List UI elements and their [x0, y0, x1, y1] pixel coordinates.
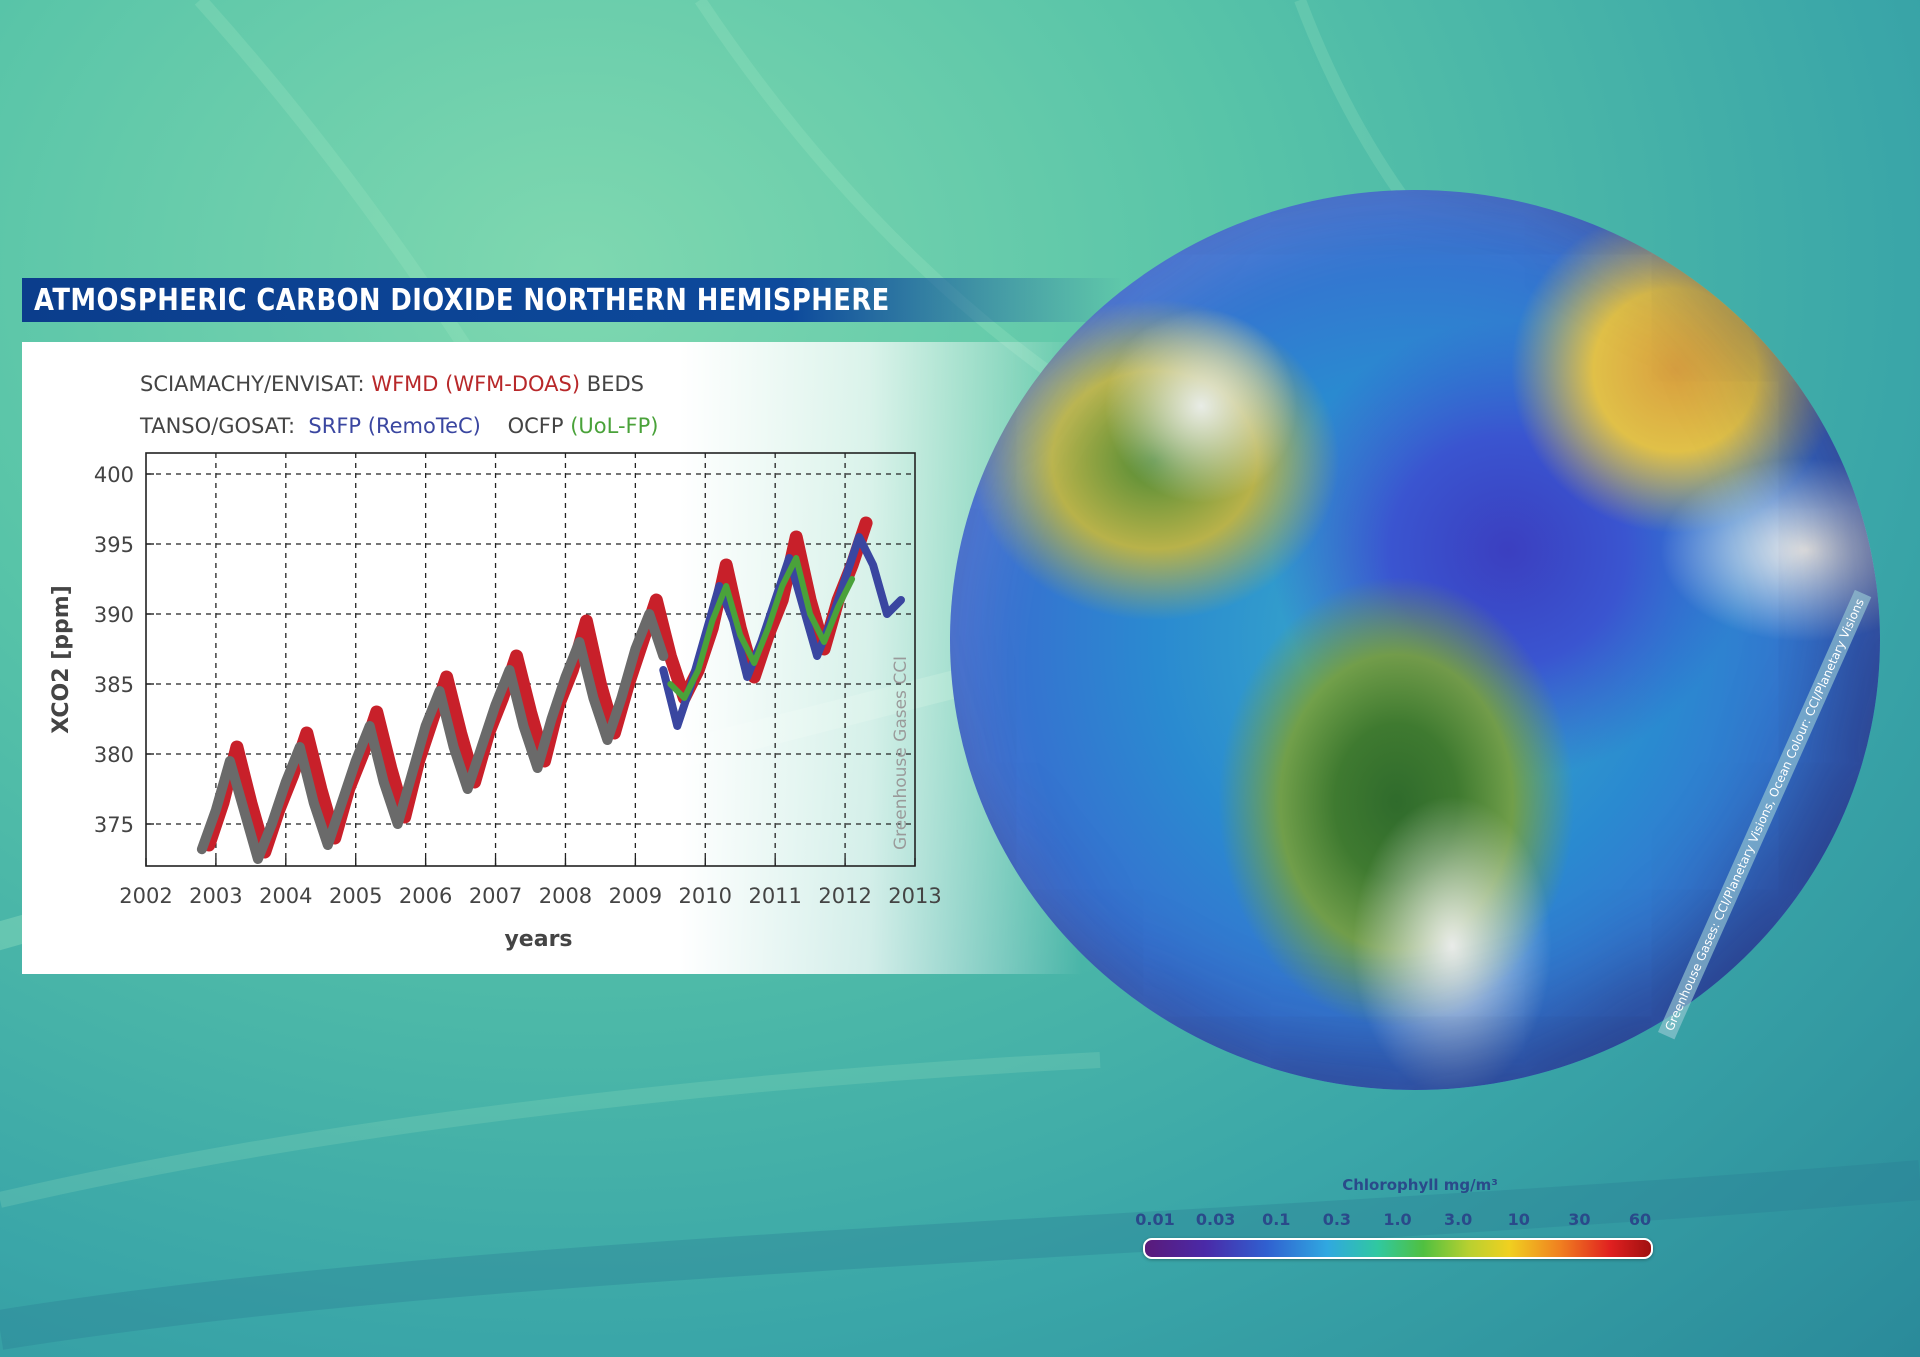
colorbar-tick-label: 0.1 — [1262, 1210, 1291, 1229]
y-tick-label: 375 — [94, 813, 134, 837]
series-line — [202, 516, 873, 859]
colorbar-tick-label: 30 — [1568, 1210, 1591, 1229]
colorbar-tick-label: 3.0 — [1443, 1210, 1473, 1229]
x-tick-label: 2010 — [679, 884, 732, 908]
colorbar-tick-label: 10 — [1507, 1210, 1530, 1229]
chart-title: ATMOSPHERIC CARBON DIOXIDE NORTHERN HEMI… — [34, 283, 890, 318]
y-tick-label: 385 — [94, 673, 134, 697]
y-tick-label: 380 — [94, 743, 134, 767]
legend-wfmd: WFMD (WFM-DOAS) — [371, 372, 581, 396]
legend-srfp: SRFP (RemoTeC) — [308, 414, 481, 438]
colorbar-tick-label: 0.3 — [1322, 1210, 1352, 1229]
x-tick-label: 2012 — [818, 884, 871, 908]
x-tick-label: 2008 — [539, 884, 592, 908]
instrument-tanso: TANSO/GOSAT: — [140, 414, 296, 438]
title-bar — [22, 278, 1122, 322]
y-axis-label: XCO2 [ppm] — [49, 585, 74, 734]
x-tick-label: 2004 — [259, 884, 312, 908]
colorbar-tick-label: 1.0 — [1383, 1210, 1412, 1229]
x-tick-label: 2007 — [469, 884, 522, 908]
series-line — [659, 533, 905, 730]
x-tick-label: 2005 — [329, 884, 382, 908]
x-tick-label: 2003 — [189, 884, 242, 908]
colorbar — [1143, 1238, 1653, 1259]
colorbar-tick-label: 0.01 — [1135, 1210, 1175, 1229]
x-axis-label: years — [504, 927, 572, 952]
series-line — [196, 609, 669, 864]
chart-watermark: Greenhouse Gases CCI — [891, 655, 911, 850]
colorbar-tick-label: 0.03 — [1195, 1210, 1236, 1229]
x-tick-label: 2009 — [609, 884, 662, 908]
y-tick-label: 390 — [94, 603, 134, 627]
legend-ocfp-prefix: OCFP — [507, 414, 564, 438]
x-tick-label: 2013 — [888, 884, 941, 908]
x-tick-label: 2006 — [399, 884, 452, 908]
x-tick-label: 2011 — [748, 884, 801, 908]
x-tick-label: 2002 — [119, 884, 172, 908]
instrument-sciamachy: SCIAMACHY/ENVISAT: — [140, 372, 365, 396]
y-tick-label: 395 — [94, 533, 134, 557]
plot-frame — [145, 452, 916, 867]
source-line-sciamachy: SCIAMACHY/ENVISAT: WFMD (WFM-DOAS) BEDS — [140, 372, 644, 396]
legend-ocfp: (UoL-FP) — [570, 414, 659, 438]
colorbar-title: Chlorophyll mg/m³ — [1342, 1176, 1498, 1194]
legend-beds: BEDS — [586, 372, 644, 396]
earth-globe — [950, 190, 1880, 1090]
series-line — [667, 555, 856, 701]
source-line-tanso: TANSO/GOSAT: SRFP (RemoTeC) OCFP (UoL-FP… — [140, 414, 658, 438]
y-tick-label: 400 — [94, 463, 134, 487]
colorbar-tick-label: 60 — [1628, 1210, 1652, 1229]
chart-panel — [22, 342, 1082, 974]
